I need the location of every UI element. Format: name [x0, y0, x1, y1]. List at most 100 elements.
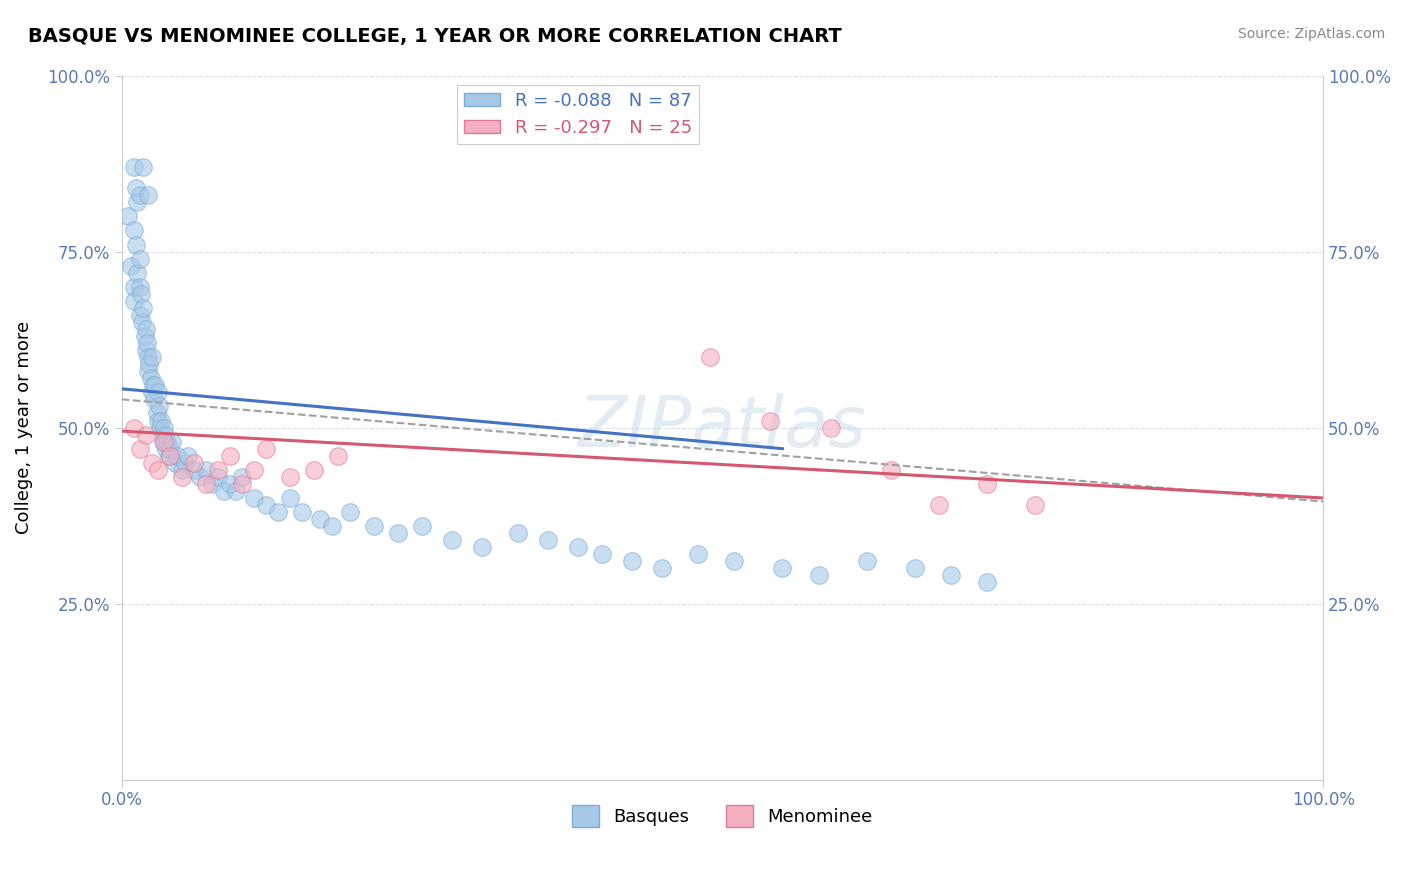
Point [141, 456, 163, 470]
Point [128, 279, 150, 293]
Point [651, 561, 673, 575]
Point [976, 476, 998, 491]
Point [387, 526, 409, 541]
Point [699, 350, 721, 364]
Point [146, 413, 169, 427]
Point [152, 434, 174, 449]
Point [254, 442, 277, 456]
Point [166, 449, 188, 463]
Point [146, 385, 169, 400]
Point [156, 434, 179, 449]
Point [207, 463, 229, 477]
Text: Source: ZipAtlas.com: Source: ZipAtlas.com [1237, 27, 1385, 41]
Point [225, 483, 247, 498]
Point [122, 420, 145, 434]
Legend: Basques, Menominee: Basques, Menominee [565, 797, 880, 834]
Point [363, 519, 385, 533]
Point [135, 343, 157, 358]
Point [411, 519, 433, 533]
Point [688, 547, 710, 561]
Point [139, 371, 162, 385]
Point [243, 491, 266, 505]
Point [928, 498, 950, 512]
Point [148, 400, 170, 414]
Point [152, 420, 174, 434]
Point [759, 413, 782, 427]
Point [302, 463, 325, 477]
Point [207, 470, 229, 484]
Point [194, 463, 217, 477]
Point [976, 575, 998, 590]
Point [170, 470, 193, 484]
Point [152, 434, 174, 449]
Point [855, 554, 877, 568]
Point [159, 442, 181, 456]
Point [291, 505, 314, 519]
Point [157, 449, 180, 463]
Point [136, 188, 159, 202]
Point [904, 561, 927, 575]
Point [231, 476, 253, 491]
Point [278, 470, 301, 484]
Point [218, 449, 240, 463]
Point [135, 322, 157, 336]
Point [128, 308, 150, 322]
Point [143, 392, 166, 407]
Point [441, 533, 464, 548]
Point [278, 491, 301, 505]
Point [127, 266, 149, 280]
Point [132, 301, 155, 315]
Point [537, 533, 560, 548]
Point [134, 329, 156, 343]
Point [321, 519, 343, 533]
Point [128, 442, 150, 456]
Point [136, 350, 159, 364]
Point [188, 470, 211, 484]
Point [149, 420, 172, 434]
Point [174, 456, 197, 470]
Point [150, 413, 173, 427]
Point [160, 434, 183, 449]
Point [807, 568, 830, 582]
Point [128, 188, 150, 202]
Point [218, 476, 240, 491]
Point [243, 463, 266, 477]
Point [183, 456, 205, 470]
Point [879, 463, 901, 477]
Point [567, 541, 589, 555]
Point [723, 554, 745, 568]
Point [125, 237, 148, 252]
Point [122, 223, 145, 237]
Point [939, 568, 962, 582]
Point [145, 407, 167, 421]
Point [131, 315, 153, 329]
Point [155, 442, 177, 456]
Point [135, 336, 157, 351]
Point [142, 378, 165, 392]
Point [125, 181, 148, 195]
Point [159, 449, 181, 463]
Point [141, 385, 163, 400]
Point [127, 195, 149, 210]
Point [128, 252, 150, 266]
Point [471, 541, 494, 555]
Point [254, 498, 277, 512]
Point [231, 470, 253, 484]
Point [143, 378, 166, 392]
Point [591, 547, 613, 561]
Point [1024, 498, 1046, 512]
Point [508, 526, 530, 541]
Point [772, 561, 794, 575]
Point [141, 350, 163, 364]
Point [621, 554, 644, 568]
Point [267, 505, 290, 519]
Point [122, 279, 145, 293]
Point [132, 160, 155, 174]
Point [194, 476, 217, 491]
Text: BASQUE VS MENOMINEE COLLEGE, 1 YEAR OR MORE CORRELATION CHART: BASQUE VS MENOMINEE COLLEGE, 1 YEAR OR M… [28, 27, 842, 45]
Point [146, 463, 169, 477]
Text: ZIPatlas: ZIPatlas [578, 393, 868, 462]
Point [117, 210, 139, 224]
Point [122, 293, 145, 308]
Point [153, 427, 176, 442]
